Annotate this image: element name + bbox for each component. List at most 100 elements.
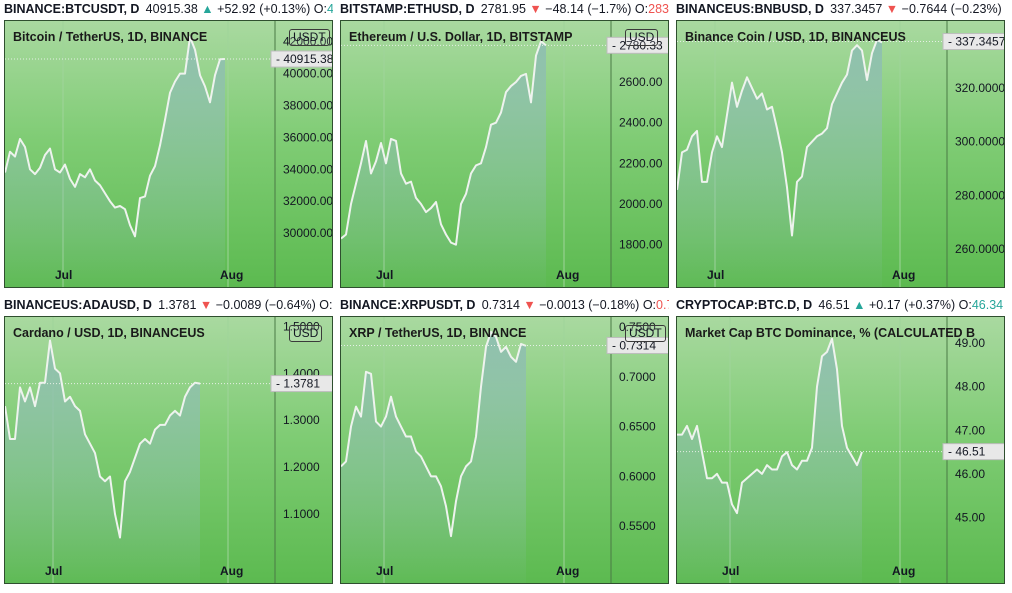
last-price-text: - 46.51 [948,445,986,459]
open-price: 1.3 [333,298,334,312]
symbol-name: BINANCEUS:BNBUSD, D [676,2,824,16]
x-tick-label: Jul [55,268,72,282]
last-price-text: - 1.3781 [276,377,320,391]
area-fill [341,331,526,583]
y-tick-label: 30000.00 [283,226,333,240]
chart-title: Binance Coin / USD, 1D, BINANCEUS [685,30,906,44]
last-price: 1.3781 [158,298,197,312]
symbol-header[interactable]: BITSTAMP:ETHUSD, D 2781.95 ▼ −48.14 (−1.… [340,0,669,18]
chart-cell-bnb: BINANCEUS:BNBUSD, D 337.3457 ▼ −0.7644 (… [672,0,1005,295]
symbol-header[interactable]: BINANCEUS:BNBUSD, D 337.3457 ▼ −0.7644 (… [676,0,1005,18]
y-tick-label: 1.5000 [283,319,320,333]
last-price: 40915.38 [145,2,198,16]
y-tick-label: 280.0000 [955,188,1005,202]
last-price-label: - 1.3781 [270,375,332,393]
symbol-name: BINANCEUS:ADAUSD, D [4,298,152,312]
y-tick-label: 1.3000 [283,413,320,427]
symbol-header[interactable]: BINANCE:BTCUSDT, D 40915.38 ▲ +52.92 (+0… [4,0,333,18]
currency-badge[interactable]: USDT [625,325,666,342]
price-change: −0.0013 (−0.18%) [535,298,643,312]
last-price: 2781.95 [480,2,526,16]
x-tick-label: Jul [376,564,393,578]
y-tick-label: 47.00 [955,423,985,437]
chart-title: Ethereum / U.S. Dollar, 1D, BITSTAMP [349,30,573,44]
change-down-icon: ▼ [885,2,899,16]
y-tick-label: 2000.00 [619,197,663,211]
open-prefix: O: [313,2,327,16]
last-price: 337.3457 [830,2,883,16]
x-tick-label: Aug [220,564,243,578]
y-tick-label: 1800.00 [619,238,663,252]
chart-panel[interactable]: 42000.00 40000.00 38000.00 36000.00 34000.00… [4,20,333,288]
chart-svg: 49.00 48.00 47.00 46.00 45.00 - 46.51 Jul Aug [677,317,1004,583]
x-tick-label: Aug [892,268,915,282]
chart-panel[interactable]: 2600.00 2400.00 2200.00 2000.00 1800.00- 278… [340,20,669,288]
chart-panel[interactable]: 1.5000 1.4000 1.3000 1.2000 1.1000- 1.3781 Ju… [4,316,333,584]
price-line [677,38,883,237]
last-price: 0.7314 [481,298,520,312]
chart-cell-ada: BINANCEUS:ADAUSD, D 1.3781 ▼ −0.0089 (−0… [0,296,333,591]
change-down-icon: ▼ [199,298,213,312]
price-line [677,337,863,515]
change-up-icon: ▲ [201,2,214,16]
change-down-icon: ▼ [529,2,542,16]
x-tick-label: Aug [556,564,579,578]
y-tick-label: 46.00 [955,467,985,481]
x-tick-label: Aug [556,268,579,282]
x-tick-label: Jul [707,268,724,282]
price-change: −0.7644 (−0.23%) [898,2,1005,16]
price-change: +0.17 (+0.37%) [865,298,959,312]
chart-panel[interactable]: 320.0000 300.0000 280.0000 260.0000 - 337.34… [676,20,1005,288]
y-tick-label: 260.0000 [955,242,1005,256]
y-tick-label: 1.1000 [283,507,320,521]
area-fill [341,41,546,287]
symbol-header[interactable]: BINANCEUS:ADAUSD, D 1.3781 ▼ −0.0089 (−0… [4,296,333,314]
chart-svg: 320.0000 300.0000 280.0000 260.0000 - 337.34… [677,21,1005,287]
chart-title: Bitcoin / TetherUS, 1D, BINANCE [13,30,208,44]
y-tick-label: 36000.00 [283,130,333,144]
chart-title: Market Cap BTC Dominance, % (CALCULATED … [685,326,976,340]
y-tick-label: 49.00 [955,336,985,350]
y-tick-label: 0.6000 [619,469,656,483]
symbol-name: BITSTAMP:ETHUSD, D [340,2,475,16]
x-tick-label: Jul [45,564,62,578]
last-price-label: - 46.51 [942,443,1004,461]
currency-badge[interactable]: USD [289,325,323,342]
high-prefix: H: [1003,298,1005,312]
chart-panel[interactable]: 49.00 48.00 47.00 46.00 45.00 - 46.51 Jul Aug Ma… [676,316,1005,584]
y-tick-label: 34000.00 [283,162,333,176]
y-tick-label: 48.00 [955,380,985,394]
open-price: 46.34 [971,298,1004,312]
price-line [341,40,547,246]
open-prefix: O: [642,298,657,312]
y-tick-label: 0.7500 [619,320,656,334]
y-tick-label: 32000.00 [283,194,333,208]
y-tick-label: 40000.00 [283,67,333,81]
last-price-box [270,50,332,68]
chart-panel[interactable]: 0.7500 0.7000 0.6500 0.6000 0.5500- 0.7314 Ju… [340,316,669,584]
area-fill [5,340,200,583]
symbol-header[interactable]: BINANCE:XRPUSDT, D 0.7314 ▼ −0.0013 (−0.… [340,296,669,314]
symbol-name: CRYPTOCAP:BTC.D, D [676,298,813,312]
last-price: 46.51 [818,298,850,312]
chart-title: Cardano / USD, 1D, BINANCEUS [13,326,205,340]
chart-cell-xrp: BINANCE:XRPUSDT, D 0.7314 ▼ −0.0013 (−0.… [336,296,669,591]
currency-badge[interactable]: USDT [289,29,330,46]
change-down-icon: ▼ [523,298,536,312]
y-tick-label: 2600.00 [619,75,663,89]
open-prefix: O: [634,2,649,16]
y-tick-label: 45.00 [955,510,985,524]
y-tick-label: 1.2000 [283,460,320,474]
open-price: 0.73 [656,298,669,312]
currency-badge[interactable]: USD [625,29,659,46]
symbol-header[interactable]: CRYPTOCAP:BTC.D, D 46.51 ▲ +0.17 (+0.37%… [676,296,1005,314]
y-tick-label: 2400.00 [619,116,663,130]
y-tick-label: 0.5500 [619,519,656,533]
y-tick-label: 320.0000 [955,81,1005,95]
open-prefix: O: [958,298,972,312]
y-tick-label: 38000.00 [283,99,333,113]
open-price: 2830. [648,2,669,16]
x-tick-label: Jul [376,268,393,282]
